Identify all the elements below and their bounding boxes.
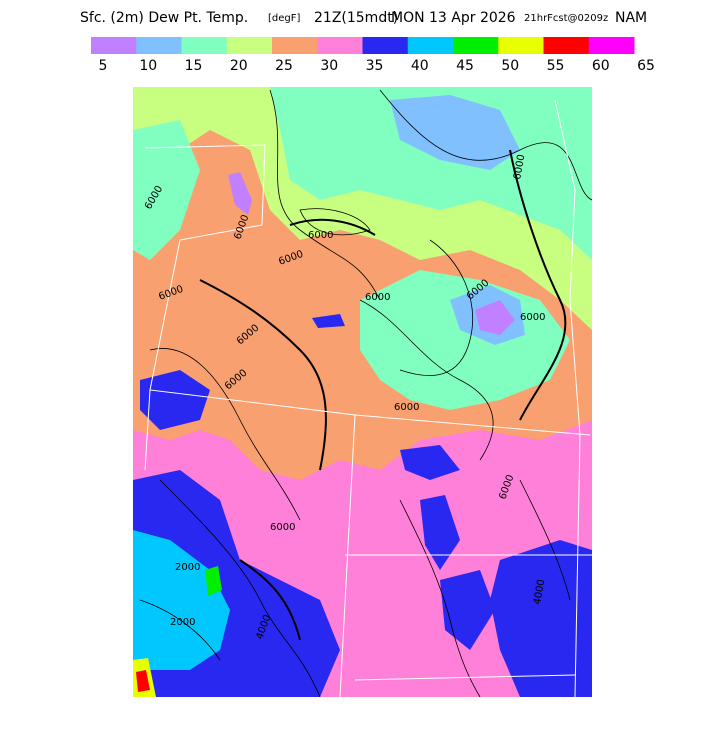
field-15 [133,120,200,260]
colorbar-label: 10 [139,58,157,74]
title-model: NAM [615,10,647,26]
contour-label: 2000 [170,617,195,628]
contour-label: 6000 [270,522,295,533]
field-5 [228,172,252,215]
colorbar-swatch [226,37,273,54]
colorbar-swatch [181,37,228,54]
field-35 [312,314,345,328]
contour-label: 4000 [532,579,547,606]
contour-label: 6000 [308,230,333,241]
field-55 [136,670,150,692]
contour-label: 6000 [394,402,419,413]
colorbar-label: 65 [637,58,655,74]
field-10 [390,95,520,170]
field-35 [490,540,592,697]
colorbar-swatch [498,37,544,54]
colorbar-swatch [407,37,454,54]
title-time: 21Z(15mdt) [314,10,398,26]
colorbar-swatch [317,37,363,54]
borders [144,99,592,697]
colorbar-label: 45 [456,58,474,74]
field-35 [420,495,460,570]
contour-label: 2000 [175,562,200,573]
colorbar-label: 50 [501,58,519,74]
title: Sfc. (2m) Dew Pt. Temp. [degF] 21Z(15mdt… [80,10,647,26]
colorbar-swatch [91,37,137,54]
colorbar-label: 25 [275,58,293,74]
field-45 [205,566,222,596]
colorbar-swatch [588,37,635,54]
title-forecast: 21hrFcst@0209z [524,13,608,24]
title-units: [degF] [268,13,301,24]
field-35 [440,570,495,650]
colorbar-label: 55 [547,58,565,74]
field-35 [140,370,210,430]
colorbar-label: 5 [99,58,108,74]
colorbar-label: 15 [185,58,203,74]
colorbar-swatch [453,37,499,54]
colorbar-swatch [272,37,318,54]
map: 6000 6000 6000 6000 6000 6000 6000 6000 … [133,87,592,697]
field-15 [270,87,592,260]
field-35 [400,445,460,480]
colorbar-swatch [136,37,182,54]
colorbar-label: 30 [320,58,338,74]
contour-label: 6000 [520,312,545,323]
colorbar-swatch [362,37,409,54]
field-40 [133,530,230,670]
colorbar: 5 10 15 20 25 30 35 40 45 50 55 60 65 [91,37,655,74]
contours [139,89,592,697]
title-main: Sfc. (2m) Dew Pt. Temp. [80,10,248,26]
contour-label: 6000 [512,154,527,181]
title-date: MON 13 Apr 2026 [391,10,516,26]
colorbar-swatch [543,37,590,54]
colorbar-label: 60 [592,58,610,74]
colorbar-label: 35 [366,58,384,74]
field-5 [475,300,515,335]
contour-label: 6000 [365,292,390,303]
colorbar-label: 20 [230,58,248,74]
colorbar-label: 40 [411,58,429,74]
